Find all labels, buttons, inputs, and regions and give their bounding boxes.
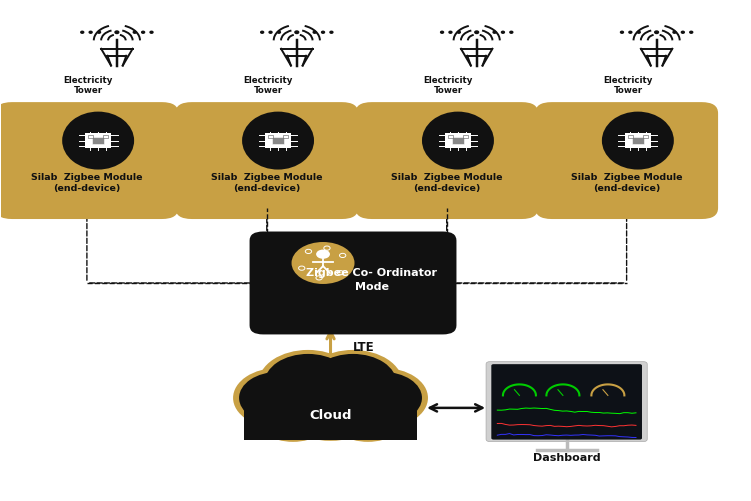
Circle shape bbox=[441, 31, 444, 33]
Circle shape bbox=[291, 242, 354, 284]
FancyBboxPatch shape bbox=[486, 362, 647, 441]
Ellipse shape bbox=[602, 112, 674, 169]
Circle shape bbox=[673, 31, 676, 33]
Bar bbox=[452, 137, 464, 144]
Bar bbox=[463, 135, 468, 138]
Circle shape bbox=[629, 31, 632, 33]
Circle shape bbox=[316, 249, 330, 259]
Circle shape bbox=[493, 31, 496, 33]
Circle shape bbox=[98, 31, 101, 33]
Text: Dashboard: Dashboard bbox=[533, 453, 601, 463]
Text: Electricity
Tower: Electricity Tower bbox=[64, 76, 113, 95]
Bar bbox=[628, 135, 633, 138]
Circle shape bbox=[253, 389, 333, 442]
Circle shape bbox=[338, 368, 428, 428]
Bar bbox=[643, 135, 647, 138]
Bar bbox=[445, 133, 471, 148]
Bar bbox=[85, 133, 111, 148]
Circle shape bbox=[269, 31, 272, 33]
Circle shape bbox=[279, 369, 382, 437]
Circle shape bbox=[475, 31, 478, 34]
Bar bbox=[625, 133, 651, 148]
Bar bbox=[448, 135, 454, 138]
Circle shape bbox=[334, 393, 402, 438]
FancyBboxPatch shape bbox=[0, 102, 178, 219]
Ellipse shape bbox=[422, 112, 494, 169]
Circle shape bbox=[261, 31, 264, 33]
FancyBboxPatch shape bbox=[175, 102, 358, 219]
Text: Silab  Zigbee Module
(end-device): Silab Zigbee Module (end-device) bbox=[391, 173, 502, 193]
Circle shape bbox=[330, 31, 333, 33]
Circle shape bbox=[239, 372, 317, 424]
Circle shape bbox=[81, 31, 83, 33]
Circle shape bbox=[638, 31, 641, 33]
Bar bbox=[92, 137, 104, 144]
Circle shape bbox=[344, 372, 422, 424]
Ellipse shape bbox=[242, 112, 314, 169]
Bar bbox=[632, 137, 644, 144]
Circle shape bbox=[259, 393, 327, 438]
Ellipse shape bbox=[62, 112, 134, 169]
FancyBboxPatch shape bbox=[355, 102, 538, 219]
Bar bbox=[244, 404, 417, 440]
Circle shape bbox=[273, 365, 388, 441]
Circle shape bbox=[681, 31, 684, 33]
Circle shape bbox=[258, 350, 357, 416]
Bar bbox=[272, 137, 285, 144]
Text: Cloud: Cloud bbox=[309, 409, 351, 422]
Circle shape bbox=[233, 368, 323, 428]
Bar bbox=[103, 135, 108, 138]
Text: Silab  Zigbee Module
(end-device): Silab Zigbee Module (end-device) bbox=[31, 173, 143, 193]
Circle shape bbox=[449, 31, 452, 33]
Circle shape bbox=[89, 31, 92, 33]
Circle shape bbox=[277, 31, 280, 33]
Circle shape bbox=[457, 31, 460, 33]
Bar bbox=[282, 135, 288, 138]
Circle shape bbox=[150, 31, 153, 33]
Circle shape bbox=[264, 354, 351, 412]
Bar bbox=[89, 135, 93, 138]
Text: Zigbee Co- Ordinator
Mode: Zigbee Co- Ordinator Mode bbox=[306, 269, 437, 293]
Circle shape bbox=[328, 389, 408, 442]
Circle shape bbox=[321, 31, 324, 33]
Text: Electricity
Tower: Electricity Tower bbox=[243, 76, 293, 95]
FancyBboxPatch shape bbox=[249, 231, 457, 335]
Text: Electricity
Tower: Electricity Tower bbox=[424, 76, 473, 95]
Circle shape bbox=[142, 31, 145, 33]
Circle shape bbox=[303, 350, 403, 416]
FancyBboxPatch shape bbox=[535, 102, 718, 219]
Circle shape bbox=[313, 31, 316, 33]
Circle shape bbox=[510, 31, 513, 33]
FancyBboxPatch shape bbox=[491, 364, 642, 439]
Circle shape bbox=[689, 31, 692, 33]
Text: LTE: LTE bbox=[353, 341, 375, 354]
Circle shape bbox=[620, 31, 623, 33]
Bar bbox=[244, 405, 417, 440]
Circle shape bbox=[115, 31, 119, 34]
Circle shape bbox=[295, 31, 299, 34]
Circle shape bbox=[655, 31, 659, 34]
Text: Silab  Zigbee Module
(end-device): Silab Zigbee Module (end-device) bbox=[211, 173, 323, 193]
Circle shape bbox=[309, 354, 397, 412]
Text: Electricity
Tower: Electricity Tower bbox=[604, 76, 653, 95]
Circle shape bbox=[133, 31, 136, 33]
Bar bbox=[268, 135, 273, 138]
Bar bbox=[265, 133, 291, 148]
Text: Silab  Zigbee Module
(end-device): Silab Zigbee Module (end-device) bbox=[571, 173, 683, 193]
Circle shape bbox=[502, 31, 505, 33]
